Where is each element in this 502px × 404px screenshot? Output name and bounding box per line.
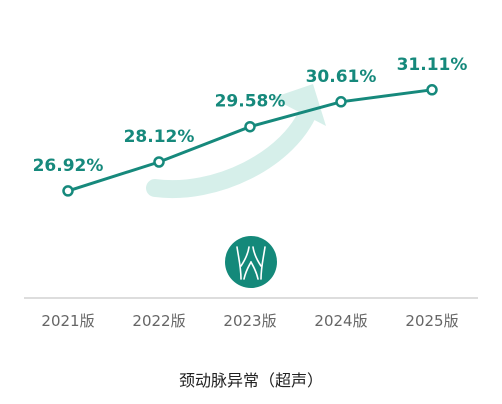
carotid-artery-icon [225,236,277,288]
data-point-4 [335,96,347,108]
series-group: 26.92% 28.12% 29.58% 30.61% 31.11% [33,55,468,197]
x-tick-label-1: 2021版 [41,312,94,330]
data-point-1 [62,185,74,197]
data-point-5 [426,84,438,96]
x-tick-labels: 2021版 2022版 2023版 2024版 2025版 [41,312,458,330]
data-point-2 [153,156,165,168]
data-point-3 [244,120,256,133]
trend-arrow-decoration [146,84,326,199]
value-label-4: 30.61% [306,67,377,87]
value-label-2: 28.12% [124,127,195,147]
value-labels-group: 26.92% 28.12% 29.58% 30.61% 31.11% [33,55,468,176]
value-label-3: 29.58% [215,92,286,112]
points-group [62,84,438,197]
x-tick-label-2: 2022版 [132,312,185,330]
x-tick-label-4: 2024版 [314,312,367,330]
value-label-5: 31.11% [397,55,468,75]
chart-title: 颈动脉异常（超声） [179,371,323,390]
x-tick-label-5: 2025版 [405,312,458,330]
value-label-1: 26.92% [33,156,104,176]
x-tick-label-3: 2023版 [223,312,276,330]
